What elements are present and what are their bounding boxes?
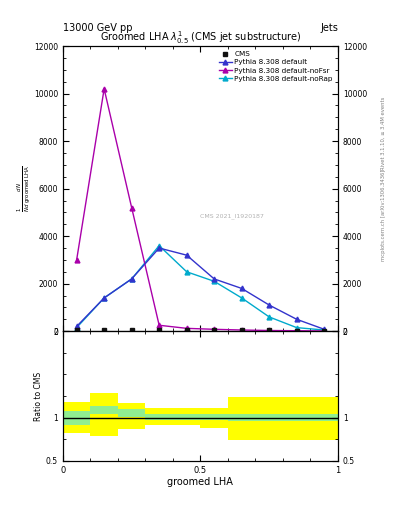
CMS (184, 327, 189, 333)
CMS (212, 327, 217, 333)
Pythia 8.308 default-noFsr (157, 322, 162, 328)
Text: CMS 2021_I1920187: CMS 2021_I1920187 (200, 213, 264, 219)
Pythia 8.308 default-noRap (157, 243, 162, 249)
Pythia 8.308 default-noFsr (322, 328, 327, 334)
Line: Pythia 8.308 default-noRap: Pythia 8.308 default-noRap (74, 243, 327, 332)
CMS (74, 327, 79, 333)
Pythia 8.308 default-noRap (294, 325, 299, 331)
Pythia 8.308 default (157, 245, 162, 251)
Pythia 8.308 default-noRap (212, 278, 217, 284)
Pythia 8.308 default-noFsr (129, 205, 134, 211)
Pythia 8.308 default-noRap (184, 269, 189, 275)
Line: Pythia 8.308 default: Pythia 8.308 default (74, 246, 327, 332)
Pythia 8.308 default (294, 316, 299, 323)
CMS (157, 327, 162, 333)
Pythia 8.308 default (239, 285, 244, 291)
CMS (294, 328, 299, 334)
Text: Jets: Jets (320, 23, 338, 33)
Pythia 8.308 default (322, 326, 327, 332)
Pythia 8.308 default-noFsr (74, 257, 79, 263)
Pythia 8.308 default-noRap (267, 314, 272, 320)
Pythia 8.308 default (102, 295, 107, 301)
CMS (267, 327, 272, 333)
Pythia 8.308 default-noRap (102, 295, 107, 301)
CMS (239, 327, 244, 333)
Text: 13000 GeV pp: 13000 GeV pp (63, 23, 132, 33)
Pythia 8.308 default-noFsr (267, 327, 272, 333)
Pythia 8.308 default (129, 276, 134, 282)
Pythia 8.308 default-noFsr (102, 86, 107, 92)
Line: Pythia 8.308 default-noFsr: Pythia 8.308 default-noFsr (74, 87, 327, 333)
Pythia 8.308 default-noRap (74, 325, 79, 331)
Pythia 8.308 default (267, 302, 272, 308)
Y-axis label: Ratio to CMS: Ratio to CMS (34, 371, 43, 420)
Pythia 8.308 default (74, 324, 79, 330)
Pythia 8.308 default-noFsr (239, 327, 244, 333)
CMS (102, 327, 107, 333)
Pythia 8.308 default-noFsr (212, 326, 217, 332)
Pythia 8.308 default-noRap (129, 276, 134, 282)
Text: mcplots.cern.ch [arXiv:1306.3436]: mcplots.cern.ch [arXiv:1306.3436] (381, 169, 386, 261)
Pythia 8.308 default-noFsr (294, 328, 299, 334)
Pythia 8.308 default-noRap (239, 295, 244, 301)
Text: Rivet 3.1.10, ≥ 3.4M events: Rivet 3.1.10, ≥ 3.4M events (381, 96, 386, 170)
Pythia 8.308 default-noRap (322, 327, 327, 333)
Pythia 8.308 default (212, 276, 217, 282)
Title: Groomed LHA $\lambda^{1}_{0.5}$ (CMS jet substructure): Groomed LHA $\lambda^{1}_{0.5}$ (CMS jet… (100, 29, 301, 46)
Line: CMS: CMS (75, 328, 326, 333)
CMS (322, 328, 327, 334)
Pythia 8.308 default (184, 252, 189, 258)
Y-axis label: $\frac{1}{N}\frac{dN}{d\,\mathrm{groomed\,LHA}}$: $\frac{1}{N}\frac{dN}{d\,\mathrm{groomed… (16, 165, 32, 212)
Pythia 8.308 default-noFsr (184, 325, 189, 331)
CMS (129, 327, 134, 333)
Legend: CMS, Pythia 8.308 default, Pythia 8.308 default-noFsr, Pythia 8.308 default-noRa: CMS, Pythia 8.308 default, Pythia 8.308 … (216, 48, 336, 85)
X-axis label: groomed LHA: groomed LHA (167, 477, 233, 487)
